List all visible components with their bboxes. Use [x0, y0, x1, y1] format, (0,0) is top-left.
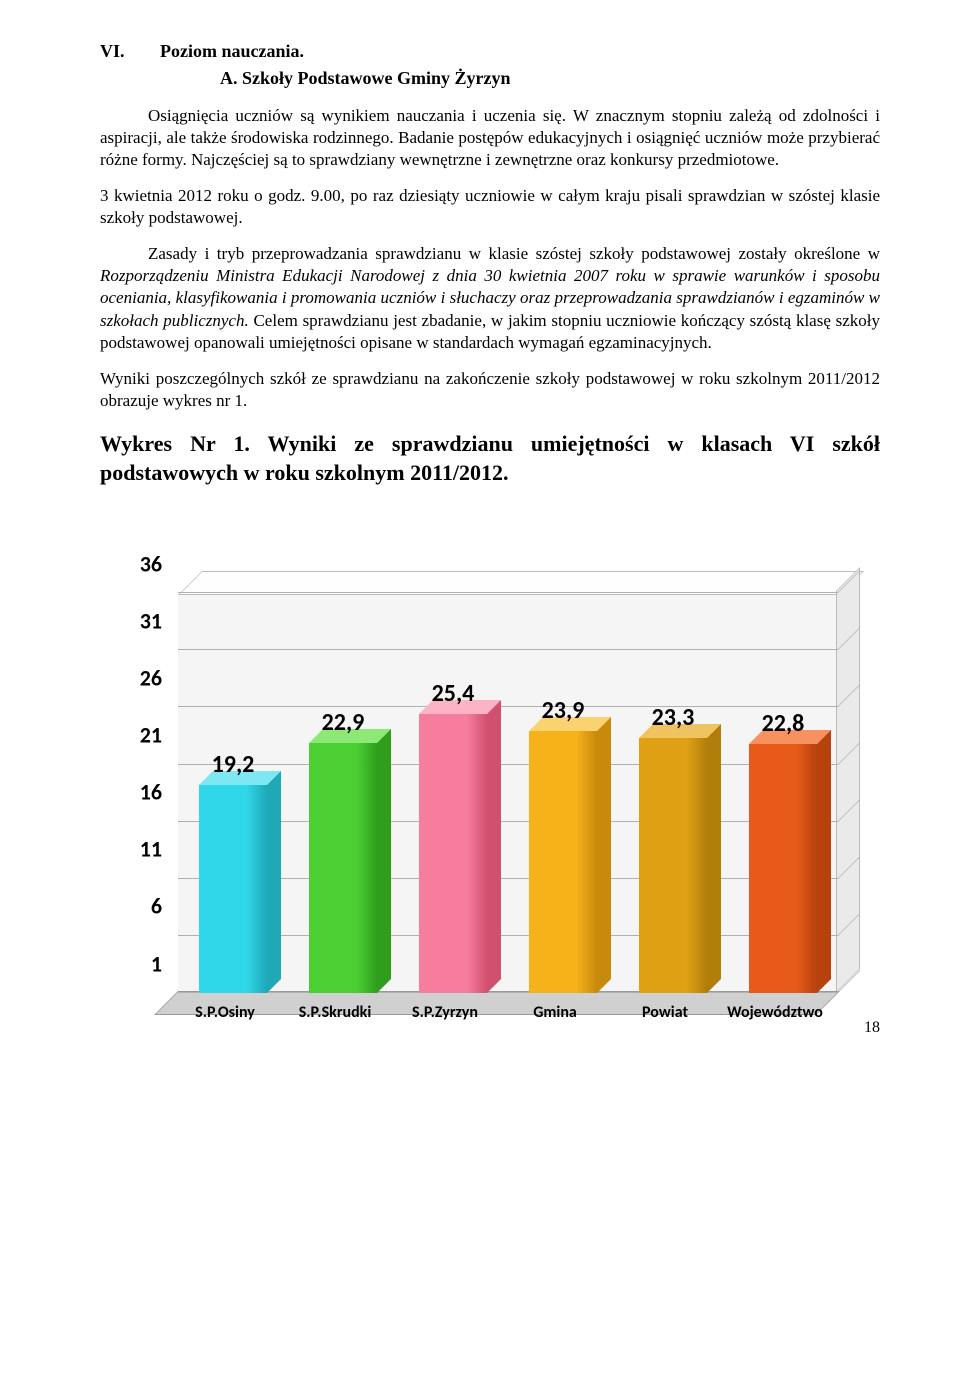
bar-value-label: 25,4	[432, 678, 475, 709]
x-tick-label: Gmina	[533, 1003, 577, 1024]
y-tick-label: 1	[122, 950, 162, 979]
bar-chart: 19,2 22,9 25,4 23,9 23,3 22,8 S.P.Osiny S.P.Sk…	[100, 557, 880, 1027]
paragraph-4: Wyniki poszczególnych szkół ze sprawdzia…	[100, 368, 880, 412]
bar-value-label: 22,9	[322, 707, 365, 738]
y-tick-label: 36	[122, 550, 162, 579]
x-tick-label: Województwo	[727, 1003, 823, 1024]
page-number: 18	[864, 1018, 880, 1039]
bar: 19,2	[199, 785, 267, 993]
x-tick-label: Powiat	[642, 1003, 688, 1024]
y-tick-label: 6	[122, 893, 162, 922]
bar: 25,4	[419, 714, 487, 993]
y-tick-label: 31	[122, 607, 162, 636]
bar: 22,8	[749, 744, 817, 993]
bar-value-label: 19,2	[212, 749, 255, 780]
section-title: Poziom nauczania.	[160, 40, 304, 63]
bar: 22,9	[309, 743, 377, 993]
bar-value-label: 23,9	[542, 695, 585, 726]
bar: 23,9	[529, 731, 597, 993]
y-tick-label: 11	[122, 836, 162, 865]
section-number: VI.	[100, 40, 160, 63]
section-subtitle: A. Szkoły Podstawowe Gminy Żyrzyn	[220, 67, 880, 90]
paragraph-3: Zasady i tryb przeprowadzania sprawdzian…	[100, 243, 880, 353]
y-tick-label: 26	[122, 665, 162, 694]
y-tick-label: 16	[122, 779, 162, 808]
x-tick-label: S.P.Skrudki	[299, 1003, 372, 1024]
bar-value-label: 22,8	[762, 708, 805, 739]
y-tick-label: 21	[122, 722, 162, 751]
chart-title: Wykres Nr 1. Wyniki ze sprawdzianu umiej…	[100, 430, 880, 487]
x-tick-label: S.P.Osiny	[195, 1003, 255, 1024]
bar-value-label: 23,3	[652, 702, 695, 733]
paragraph-1: Osiągnięcia uczniów są wynikiem nauczani…	[100, 105, 880, 171]
para3-pre: Zasady i tryb przeprowadzania sprawdzian…	[148, 244, 880, 263]
bar: 23,3	[639, 738, 707, 993]
paragraph-2: 3 kwietnia 2012 roku o godz. 9.00, po ra…	[100, 185, 880, 229]
x-tick-label: S.P.Zyrzyn	[412, 1003, 478, 1024]
